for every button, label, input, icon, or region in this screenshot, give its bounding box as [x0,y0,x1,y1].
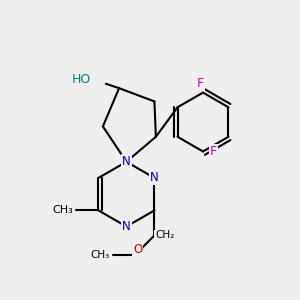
Text: O: O [133,243,142,256]
Text: CH₂: CH₂ [155,230,174,240]
Text: HO: HO [72,73,91,86]
Text: F: F [196,77,204,90]
Text: N: N [122,220,131,233]
Text: F: F [210,145,217,158]
Text: CH₃: CH₃ [53,206,74,215]
Text: N: N [150,172,159,184]
Text: N: N [122,155,131,168]
Text: CH₃: CH₃ [90,250,110,260]
